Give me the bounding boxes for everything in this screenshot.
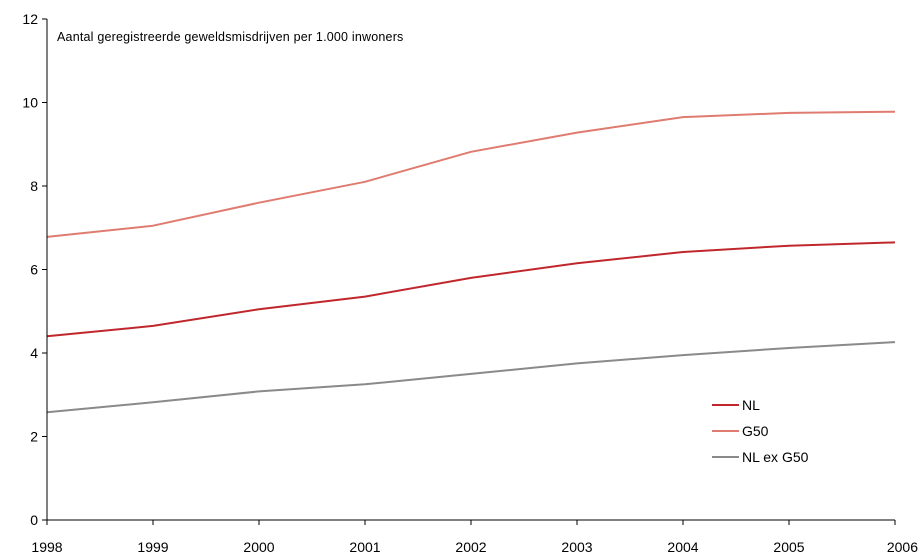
y-axis-ticks: 0 2 4 6 8 10 12 [22, 11, 47, 528]
legend-label: NL [742, 397, 760, 413]
axes: 0 2 4 6 8 10 12 1998 1999 2000 2001 2002 2003 2004 20… [22, 11, 918, 555]
x-tick-label: 2004 [667, 539, 698, 555]
y-tick-label: 6 [30, 262, 38, 278]
x-tick-label: 2001 [349, 539, 380, 555]
y-tick-label: 0 [30, 512, 38, 528]
chart-title: Aantal geregistreerde geweldsmisdrijven … [57, 30, 404, 44]
x-tick-label: 1998 [31, 539, 62, 555]
x-tick-label: 2000 [243, 539, 274, 555]
x-tick-label: 1999 [137, 539, 168, 555]
series-line-g50 [46, 110, 896, 238]
series-line-nl [46, 241, 896, 338]
x-axis-ticks: 1998 1999 2000 2001 2002 2003 2004 2005 2006 [31, 520, 918, 555]
series-lines [46, 110, 896, 414]
x-tick-label: 2005 [773, 539, 804, 555]
y-tick-label: 8 [30, 178, 38, 194]
legend-label: NL ex G50 [742, 449, 809, 465]
x-tick-label: 2006 [887, 539, 918, 555]
y-tick-label: 2 [30, 429, 38, 445]
legend-label: G50 [742, 423, 769, 439]
y-tick-label: 4 [30, 345, 38, 361]
x-tick-label: 2002 [455, 539, 486, 555]
legend: NL G50 NL ex G50 [712, 397, 809, 465]
x-tick-label: 2003 [561, 539, 592, 555]
y-tick-label: 10 [22, 95, 38, 111]
series-line-nl-ex-g50 [46, 341, 896, 414]
y-tick-label: 12 [22, 11, 38, 27]
